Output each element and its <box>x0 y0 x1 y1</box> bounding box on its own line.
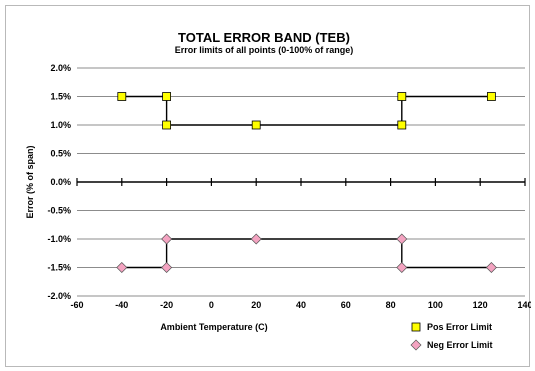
x-tick-label: 60 <box>341 300 351 310</box>
x-tick-label: 100 <box>428 300 443 310</box>
pos-error-point <box>162 92 172 101</box>
legend-label: Pos Error Limit <box>427 322 492 332</box>
legend: Pos Error Limit Neg Error Limit <box>410 322 493 351</box>
neg-error-point <box>161 233 173 245</box>
pos-error-point <box>397 92 407 101</box>
y-tick-label: 0.0% <box>50 177 71 187</box>
y-tick-label: 2.0% <box>50 63 71 73</box>
pos-error-point <box>117 92 127 101</box>
pos-error-point <box>486 92 496 101</box>
neg-error-point <box>396 233 408 245</box>
x-tick-label: 80 <box>386 300 396 310</box>
legend-label: Neg Error Limit <box>427 340 493 350</box>
legend-pos-marker <box>411 322 421 332</box>
y-tick-label: -1.0% <box>47 234 71 244</box>
x-tick-label: -60 <box>70 300 83 310</box>
x-tick-label: 20 <box>251 300 261 310</box>
y-tick-label: -1.5% <box>47 263 71 273</box>
y-tick-label: 1.0% <box>50 120 71 130</box>
legend-neg-marker <box>410 339 422 351</box>
x-tick-label: 40 <box>296 300 306 310</box>
y-tick-label: -2.0% <box>47 291 71 301</box>
neg-error-point <box>485 262 497 273</box>
chart-subtitle: Error limits of all points (0-100% of ra… <box>175 45 354 55</box>
y-tick-label: -0.5% <box>47 206 71 216</box>
x-axis-title: Ambient Temperature (C) <box>160 322 267 332</box>
y-tick-label: 1.5% <box>50 92 71 102</box>
x-tick-label: 0 <box>209 300 214 310</box>
series-line-pos <box>121 95 492 126</box>
x-tick-label: -20 <box>160 300 173 310</box>
x-tick-label: 120 <box>473 300 488 310</box>
pos-error-point <box>162 120 172 130</box>
neg-error-point <box>161 262 173 273</box>
x-tick-label: 140 <box>517 300 531 310</box>
pos-error-point <box>397 120 407 130</box>
chart-title: TOTAL ERROR BAND (TEB) <box>178 30 350 45</box>
neg-error-point <box>396 262 408 273</box>
neg-error-point <box>116 262 128 273</box>
y-tick-label: 0.5% <box>50 149 71 159</box>
y-axis-title: Error (% of span) <box>25 145 35 218</box>
series-line-neg <box>121 238 492 269</box>
chart-frame: TOTAL ERROR BAND (TEB) Error limits of a… <box>5 5 531 367</box>
x-tick-label: -40 <box>115 300 128 310</box>
plot-area: 2.0% 1.5% 1.0% 0.5% 0.0% -0.5% -1.0% -1.5% -2.0%… <box>47 63 531 310</box>
pos-error-point <box>251 120 261 130</box>
neg-error-point <box>250 233 262 245</box>
chart-svg: TOTAL ERROR BAND (TEB) Error limits of a… <box>25 30 531 351</box>
